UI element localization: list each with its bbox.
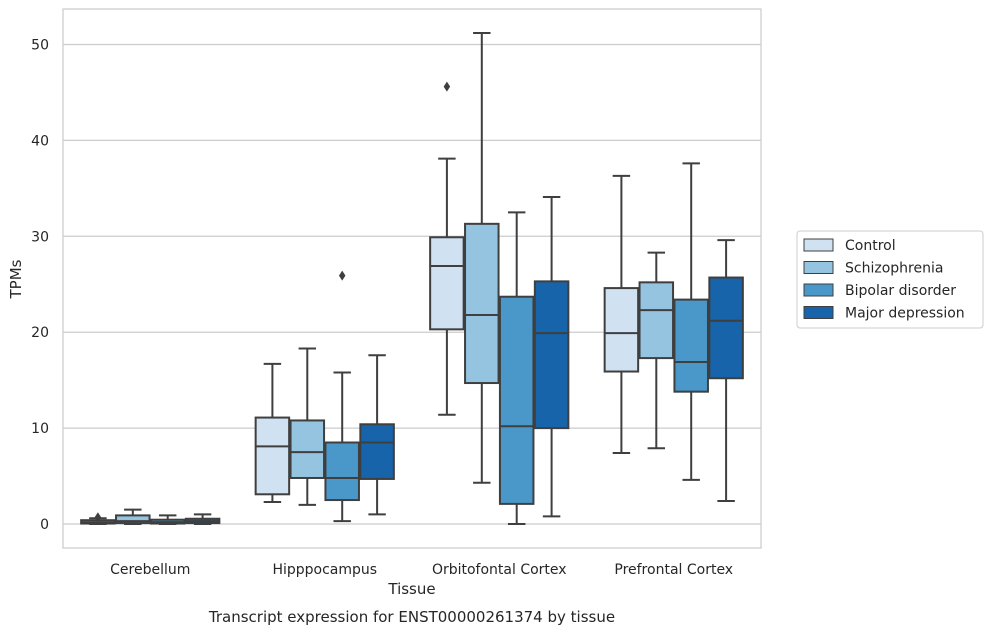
box bbox=[638, 251, 675, 450]
box bbox=[80, 512, 116, 526]
box-iqr bbox=[359, 423, 395, 480]
y-tick-label: 50 bbox=[31, 37, 49, 53]
outlier-point bbox=[94, 512, 102, 523]
box bbox=[115, 508, 151, 526]
box bbox=[254, 362, 291, 503]
y-tick-label: 40 bbox=[31, 133, 49, 149]
box-iqr bbox=[603, 287, 640, 373]
legend-swatch bbox=[803, 306, 834, 319]
x-axis-label: Tissue bbox=[387, 580, 435, 598]
box bbox=[498, 211, 535, 526]
legend-swatch bbox=[803, 283, 834, 297]
legend-label: Bipolar disorder bbox=[845, 283, 956, 299]
box bbox=[149, 514, 186, 526]
legend: Control Schizophrenia Bipolar disorder Majo… bbox=[796, 230, 984, 329]
outlier-point bbox=[443, 81, 451, 92]
box bbox=[708, 239, 744, 503]
box-iqr bbox=[115, 514, 151, 525]
x-tick-labels: Cerebellum Hipppocampus Orbitofontal Corte… bbox=[110, 562, 733, 578]
box-iqr bbox=[464, 222, 500, 385]
box bbox=[359, 354, 395, 516]
box-iqr bbox=[708, 276, 744, 380]
y-tick-label: 0 bbox=[40, 517, 49, 533]
y-tick-label: 30 bbox=[31, 229, 49, 245]
legend-frame bbox=[796, 230, 984, 329]
box bbox=[603, 174, 640, 455]
x-tick-label: Prefrontal Cortex bbox=[614, 562, 733, 578]
gridlines bbox=[63, 43, 761, 525]
x-tick-label: Hipppocampus bbox=[272, 562, 377, 578]
box-iqr bbox=[254, 416, 291, 496]
box-iqr bbox=[324, 441, 360, 502]
x-tick-label: Orbitofontal Cortex bbox=[432, 562, 567, 578]
legend-swatch bbox=[803, 238, 834, 252]
box-iqr bbox=[429, 236, 465, 331]
x-tick-label: Cerebellum bbox=[110, 562, 190, 578]
y-tick-label: 20 bbox=[31, 325, 49, 341]
legend-swatch bbox=[803, 261, 834, 274]
box-series bbox=[80, 31, 744, 526]
box-iqr bbox=[533, 280, 570, 430]
box bbox=[289, 347, 326, 506]
y-tick-label: 10 bbox=[31, 421, 49, 437]
legend-label: Schizophrenia bbox=[845, 261, 943, 277]
box-iqr bbox=[638, 281, 675, 360]
box bbox=[533, 195, 570, 518]
box bbox=[184, 513, 221, 526]
y-axis-label: TPMs bbox=[7, 259, 25, 299]
box bbox=[324, 270, 360, 523]
outlier-point bbox=[338, 270, 346, 281]
box-iqr bbox=[673, 298, 709, 393]
box-iqr bbox=[498, 295, 535, 505]
legend-label: Control bbox=[845, 238, 896, 254]
box bbox=[673, 162, 709, 481]
y-tick-labels: 0 10 20 30 40 50 bbox=[31, 37, 49, 533]
box bbox=[429, 81, 465, 416]
box-iqr bbox=[289, 419, 326, 479]
chart-caption: Transcript expression for ENST0000026137… bbox=[208, 608, 615, 626]
box bbox=[464, 31, 500, 484]
legend-label: Major depression bbox=[845, 306, 965, 322]
plot-area-frame bbox=[62, 8, 762, 549]
